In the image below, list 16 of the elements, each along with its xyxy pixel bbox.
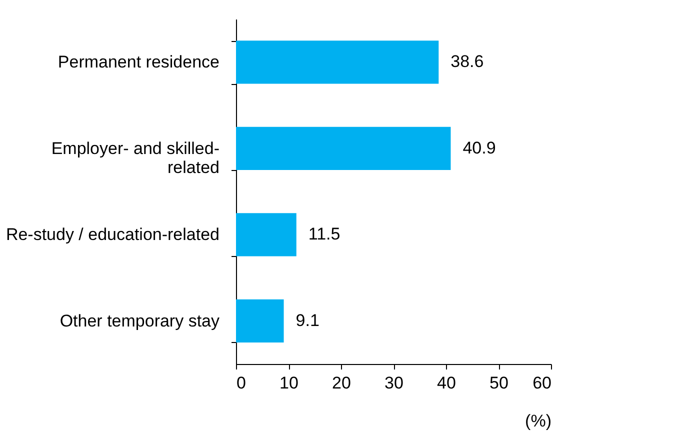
y-tick-label: Re-study / education-related	[6, 225, 220, 244]
x-tick-label: 10	[280, 374, 298, 392]
x-tick-label: 30	[384, 374, 404, 392]
data-label: 11.5	[308, 224, 340, 244]
x-tick-label: 20	[332, 374, 351, 392]
y-tick-label: Permanent residence	[58, 52, 220, 72]
x-tick-label: 40	[437, 374, 456, 392]
data-label: 9.1	[296, 310, 320, 330]
x-tick-label: 50	[490, 374, 508, 392]
y-tick-label: Employer- and skilled- related	[51, 138, 220, 177]
y-tick-label: Other temporary stay	[60, 311, 220, 330]
x-tick-label: 0	[236, 374, 246, 392]
data-label: 38.6	[450, 52, 484, 72]
x-tick-label: 60	[532, 374, 552, 392]
x-axis-title: (%)	[525, 412, 552, 430]
data-label: 40.9	[462, 138, 496, 158]
